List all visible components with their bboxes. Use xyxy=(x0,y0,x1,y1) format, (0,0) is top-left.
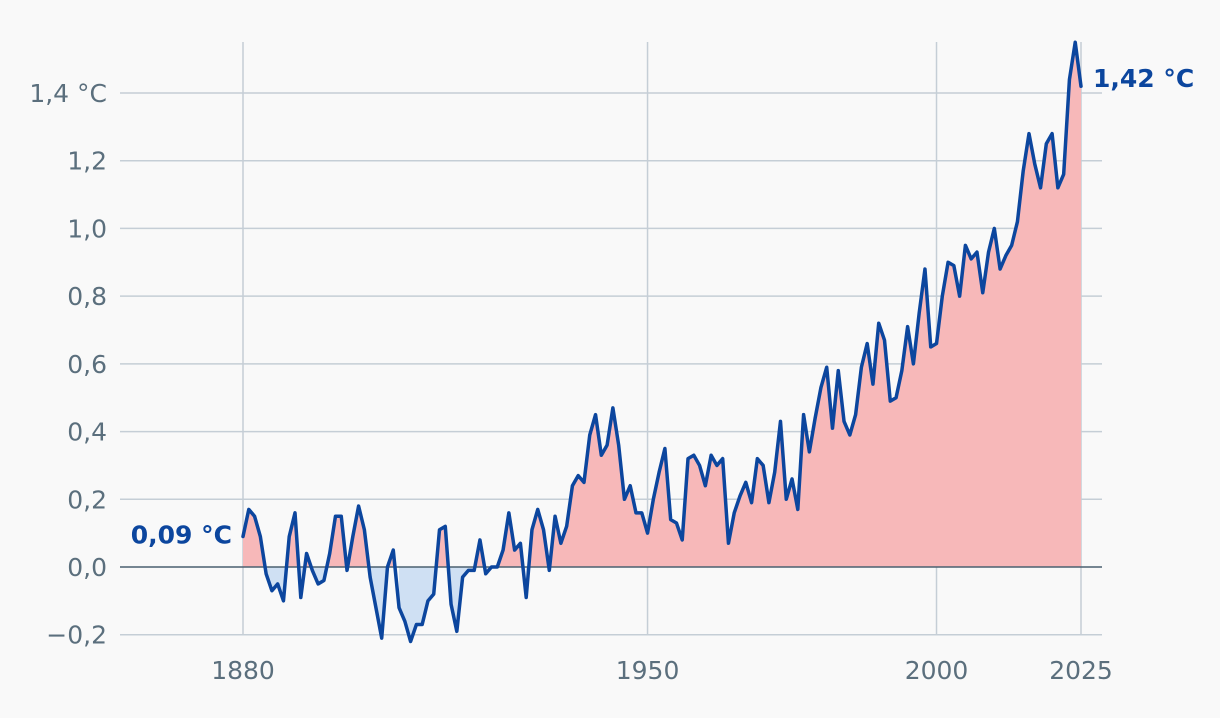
y-tick-label: 0,8 xyxy=(67,282,107,311)
y-tick-label: 0,2 xyxy=(67,485,107,514)
y-tick-label: 1,0 xyxy=(67,214,107,243)
negative-anomaly-area xyxy=(265,567,550,642)
x-tick-label: 2000 xyxy=(905,656,969,685)
y-tick-label: 0,0 xyxy=(67,553,107,582)
x-tick-label: 1880 xyxy=(211,656,275,685)
end-value-label: 1,42 °C xyxy=(1093,64,1194,93)
positive-anomaly-area xyxy=(243,42,1081,567)
start-value-label: 0,09 °C xyxy=(131,521,232,550)
y-tick-label: −0,2 xyxy=(46,621,107,650)
x-tick-label: 2025 xyxy=(1049,656,1113,685)
y-axis-tick-labels: 1,4 °C 1,2 1,0 0,8 0,6 0,4 0,2 0,0 −0,2 xyxy=(29,79,107,650)
y-tick-label: 1,2 xyxy=(67,147,107,176)
x-axis-tick-labels: 1880 1950 2000 2025 xyxy=(211,656,1113,685)
y-tick-label: 0,6 xyxy=(67,350,107,379)
y-tick-label: 0,4 xyxy=(67,418,107,447)
x-tick-label: 1950 xyxy=(616,656,680,685)
series-line xyxy=(241,40,1083,644)
y-tick-label: 1,4 °C xyxy=(29,79,107,108)
series-line-group xyxy=(241,40,1083,644)
area-fills xyxy=(243,42,1081,642)
